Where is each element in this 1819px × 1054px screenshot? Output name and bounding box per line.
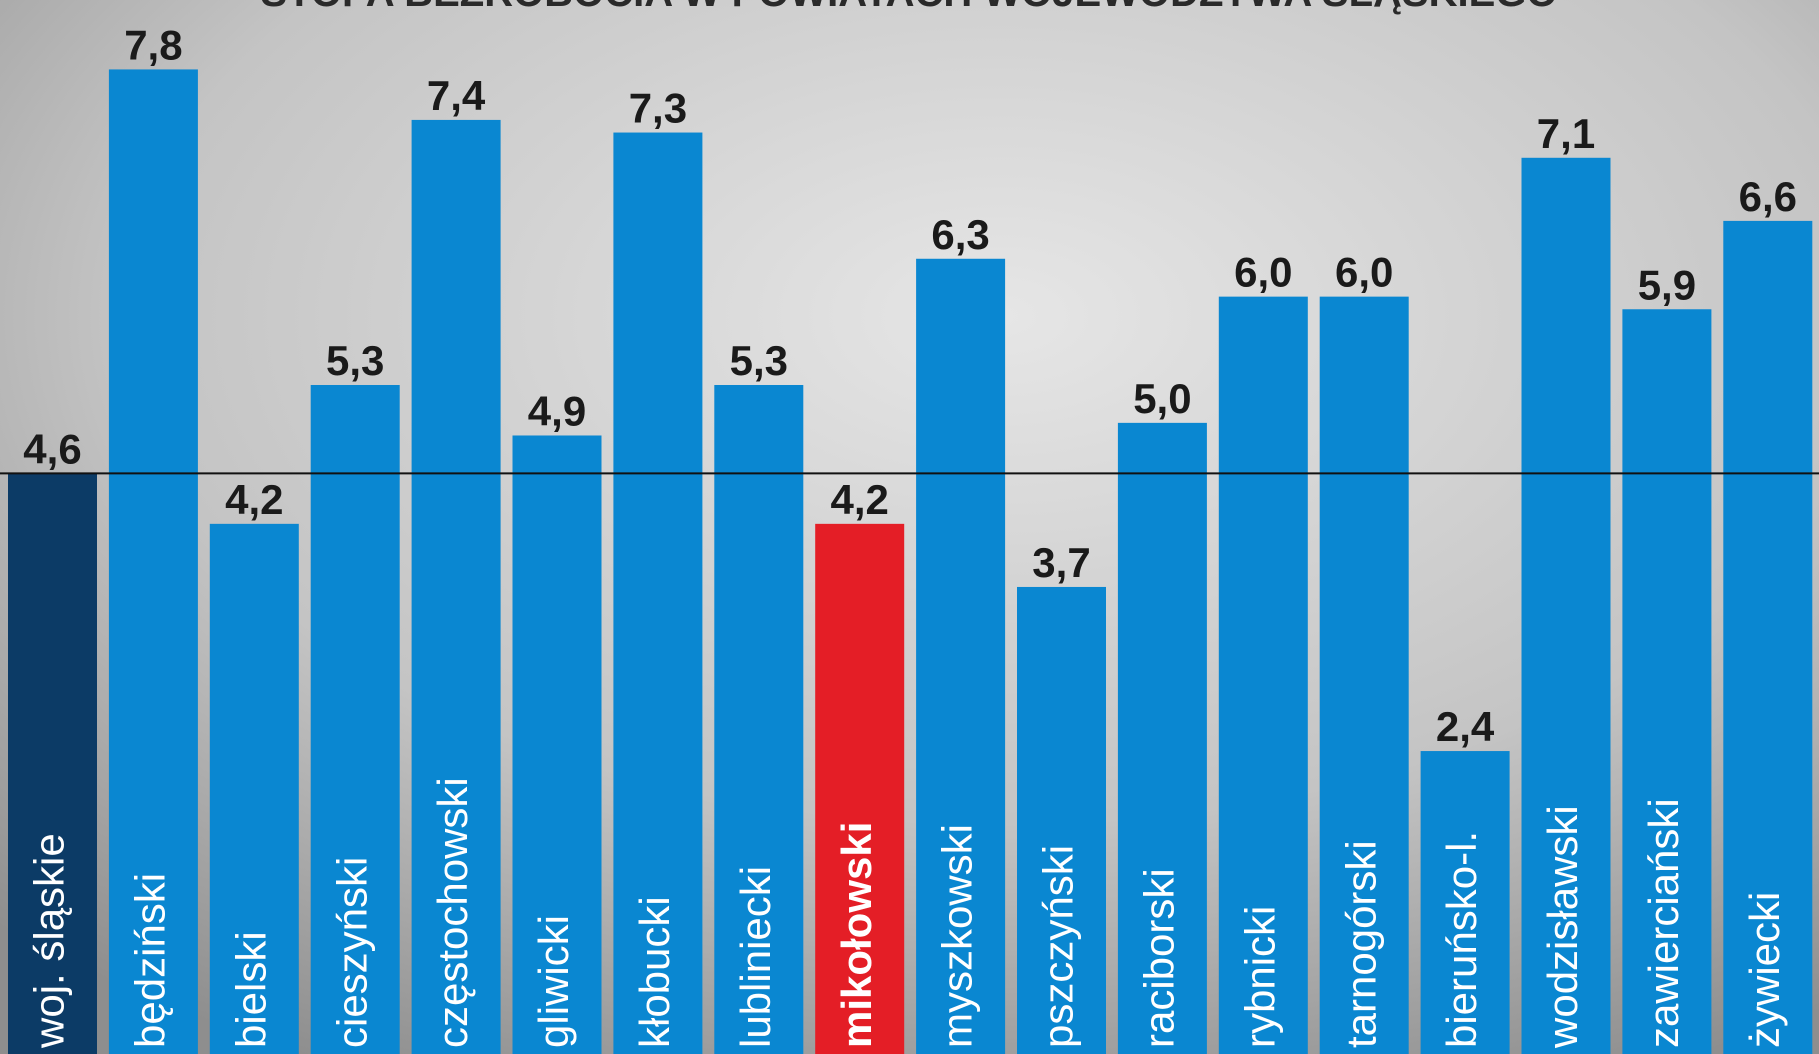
value-label: 4,2 — [831, 476, 889, 523]
category-label: bieruńsko-l. — [1438, 831, 1485, 1048]
value-label: 4,6 — [23, 425, 81, 472]
value-label: 7,4 — [427, 72, 486, 119]
value-label: 6,6 — [1739, 173, 1797, 220]
category-label: gliwicki — [530, 915, 577, 1048]
category-label: rybnicki — [1236, 906, 1283, 1048]
value-label: 3,7 — [1032, 539, 1090, 586]
category-label: woj. śląskie — [26, 833, 73, 1049]
value-label: 4,9 — [528, 387, 586, 434]
category-label: myszkowski — [934, 824, 981, 1048]
chart-title: STOPA BEZROBOCIA W POWIATACH WOJEWÓDZTWA… — [261, 0, 1558, 15]
category-label: zawierciański — [1640, 798, 1687, 1048]
value-label: 2,4 — [1436, 703, 1495, 750]
category-label: pszczyński — [1035, 845, 1082, 1048]
value-label: 7,8 — [124, 21, 182, 68]
category-label: będziński — [126, 873, 173, 1048]
category-label: tarnogórski — [1337, 840, 1384, 1048]
value-label: 5,3 — [730, 337, 788, 384]
category-label: wodzisławski — [1539, 805, 1586, 1049]
value-label: 5,0 — [1133, 375, 1191, 422]
category-label: cieszyński — [328, 857, 375, 1048]
category-label: lubliniecki — [732, 866, 779, 1048]
value-label: 7,1 — [1537, 110, 1595, 157]
category-label: bielski — [227, 931, 274, 1048]
value-label: 6,0 — [1234, 249, 1292, 296]
value-label: 4,2 — [225, 476, 283, 523]
category-label: mikołowski — [833, 822, 880, 1048]
value-label: 6,3 — [931, 211, 989, 258]
category-label: kłobucki — [631, 896, 678, 1048]
category-label: częstochowski — [429, 777, 476, 1048]
category-label: żywiecki — [1741, 892, 1788, 1048]
value-label: 7,3 — [629, 85, 687, 132]
value-label: 5,9 — [1638, 261, 1696, 308]
chart: STOPA BEZROBOCIA W POWIATACH WOJEWÓDZTWA… — [0, 0, 1819, 1054]
value-label: 6,0 — [1335, 249, 1393, 296]
value-label: 5,3 — [326, 337, 384, 384]
category-label: raciborski — [1135, 868, 1182, 1048]
